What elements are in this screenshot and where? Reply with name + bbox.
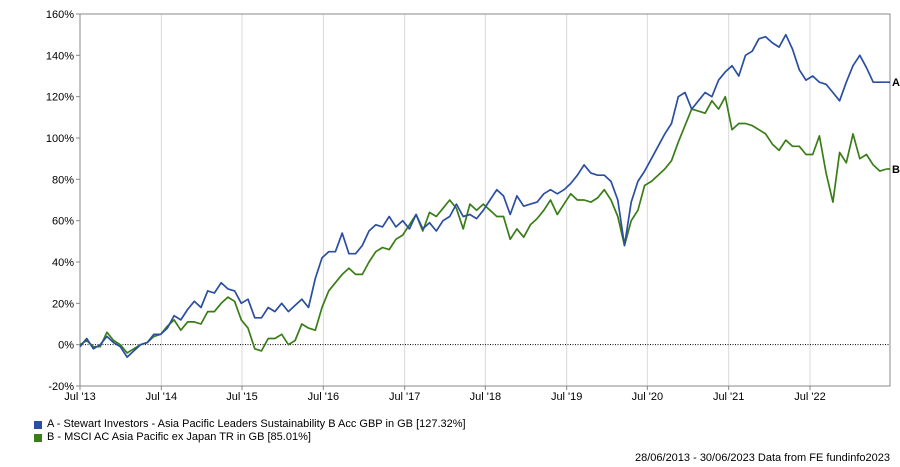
x-tick-label: Jul '21 [713, 391, 744, 403]
y-tick-label: 40% [52, 257, 74, 269]
footer-source: 28/06/2013 - 30/06/2023 Data from FE fun… [634, 452, 890, 464]
legend-item-a: A - Stewart Investors - Asia Pacific Lea… [34, 418, 466, 431]
y-tick-label: 60% [52, 216, 74, 228]
legend-label-b: B - MSCI AC Asia Pacific ex Japan TR in … [47, 431, 311, 443]
y-tick-label: 0% [58, 340, 74, 352]
x-tick-label: Jul '14 [146, 391, 177, 403]
y-tick-label: 100% [46, 133, 74, 145]
y-tick-label: 20% [52, 298, 74, 310]
y-tick-label: 120% [46, 92, 74, 104]
x-tick-label: Jul '19 [551, 391, 582, 403]
x-tick-label: Jul '17 [389, 391, 420, 403]
series-end-label-a: A [892, 77, 900, 89]
legend-swatch-a [34, 420, 42, 429]
y-tick-label: -20% [48, 381, 74, 393]
axis-layer: -20% 0% 20% 40% 60% 80% 100% 120% 140% 160% Jul '1… [46, 9, 891, 403]
y-tick-label: 140% [46, 50, 74, 62]
x-tick-label: Jul '18 [470, 391, 501, 403]
series-layer [79, 33, 890, 358]
x-tick-label: Jul '20 [632, 391, 663, 403]
y-tick-label: 160% [46, 9, 74, 21]
x-tick-label: Jul '15 [226, 391, 257, 403]
series-line-a [79, 33, 887, 358]
x-tick-label: Jul '22 [794, 391, 825, 403]
series-line-b [79, 95, 887, 354]
legend-item-b: B - MSCI AC Asia Pacific ex Japan TR in … [34, 431, 466, 444]
x-tick-label: Jul '13 [64, 391, 95, 403]
grid-layer [160, 14, 811, 386]
label-layer: BA [892, 77, 900, 176]
legend: A - Stewart Investors - Asia Pacific Lea… [34, 418, 466, 444]
series-end-label-b: B [892, 164, 900, 176]
y-tick-label: 80% [52, 174, 74, 186]
legend-label-a: A - Stewart Investors - Asia Pacific Lea… [47, 418, 466, 430]
legend-swatch-b [34, 433, 42, 442]
x-tick-label: Jul '16 [308, 391, 339, 403]
